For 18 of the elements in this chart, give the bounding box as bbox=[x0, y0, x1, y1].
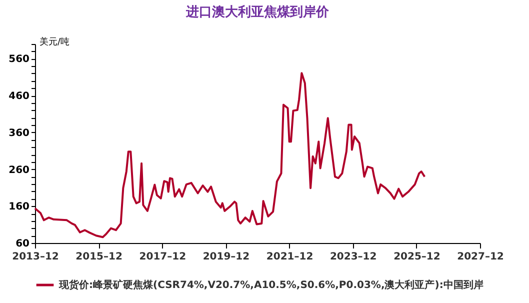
y-tick-label: 360 bbox=[8, 128, 30, 139]
legend-label: 现货价:峰景矿硬焦煤(CSR74%,V20.7%,A10.5%,S0.6%,P0.03%,澳大利亚产):中国到岸 bbox=[58, 279, 484, 291]
x-tick-label: 2025–12 bbox=[394, 252, 440, 262]
x-tick-label: 2023–12 bbox=[330, 252, 377, 262]
x-tick-label: 2027–12 bbox=[457, 252, 504, 262]
y-tick-label: 560 bbox=[8, 54, 30, 66]
line-series bbox=[34, 72, 426, 238]
y-tick-label: 60 bbox=[16, 238, 30, 250]
y-tick-label: 460 bbox=[8, 91, 30, 102]
x-tick-label: 2019–12 bbox=[202, 252, 250, 262]
y-tick-label: 160 bbox=[8, 202, 30, 213]
x-tick-label: 2021–12 bbox=[266, 252, 314, 262]
y-tick-label: 260 bbox=[8, 164, 30, 176]
y-axis-title: 美元/吨 bbox=[40, 36, 70, 48]
chart-title: 进口澳大利亚焦煤到岸价 bbox=[185, 4, 330, 20]
x-tick-label: 2013–12 bbox=[12, 252, 59, 262]
x-tick-label: 2015–12 bbox=[76, 252, 122, 262]
x-tick-label: 2017–12 bbox=[139, 252, 186, 262]
